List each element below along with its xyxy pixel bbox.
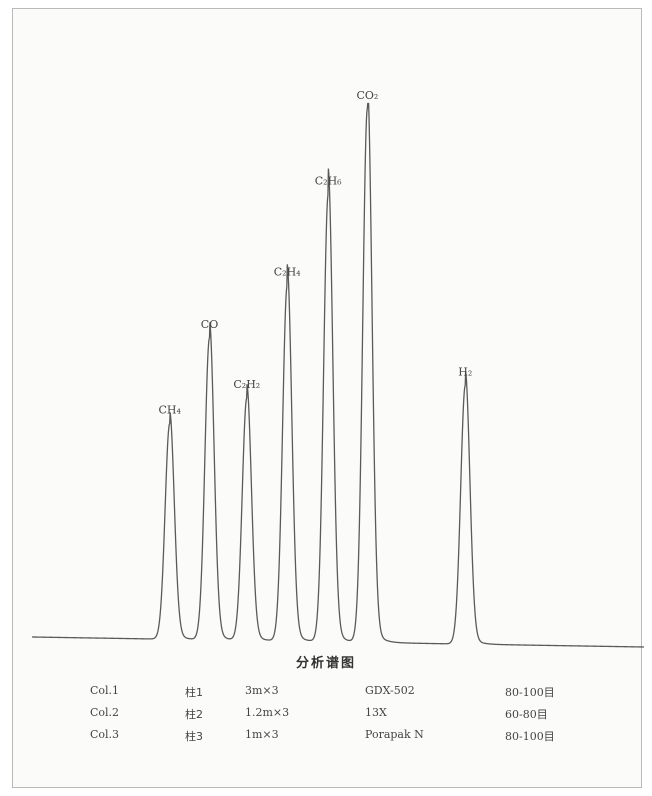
chart-title: 分析谱图 <box>295 656 356 671</box>
column-row: Col.3 柱3 1m×3 Porapak N 80-100目 <box>90 728 610 750</box>
column-mesh: 80-100目 <box>505 686 555 699</box>
column-row: Col.2 柱2 1.2m×3 13X 60-80目 <box>90 706 610 728</box>
column-mesh: 60-80目 <box>505 708 548 721</box>
column-name: Col.3 <box>90 728 120 741</box>
column-name-cn: 柱1 <box>185 686 203 699</box>
column-row: Col.1 柱1 3m×3 GDX-502 80-100目 <box>90 684 610 706</box>
column-size: 3m×3 <box>245 684 279 697</box>
column-size: 1.2m×3 <box>245 706 290 719</box>
peak-label: H₂ <box>458 365 472 378</box>
peak-label: C₂H₆ <box>315 175 342 188</box>
peak-label: CO₂ <box>356 89 378 102</box>
column-mesh: 80-100目 <box>505 730 555 743</box>
column-phase: Porapak N <box>365 728 424 741</box>
column-size: 1m×3 <box>245 728 279 741</box>
column-name-cn: 柱2 <box>185 708 203 721</box>
peak-label: C₂H₂ <box>233 378 260 391</box>
column-phase: GDX-502 <box>365 684 415 697</box>
column-name: Col.1 <box>90 684 120 697</box>
peak-label: CH₄ <box>158 404 181 417</box>
chromatogram-trace <box>31 102 645 648</box>
peak-label: CO <box>201 318 218 331</box>
figure-frame <box>12 8 642 788</box>
column-phase: 13X <box>365 706 387 719</box>
column-name: Col.2 <box>90 706 120 719</box>
peak-label: C₂H₄ <box>274 265 301 278</box>
column-name-cn: 柱3 <box>185 730 203 743</box>
column-table: Col.1 柱1 3m×3 GDX-502 80-100目 Col.2 柱2 1… <box>90 684 610 750</box>
